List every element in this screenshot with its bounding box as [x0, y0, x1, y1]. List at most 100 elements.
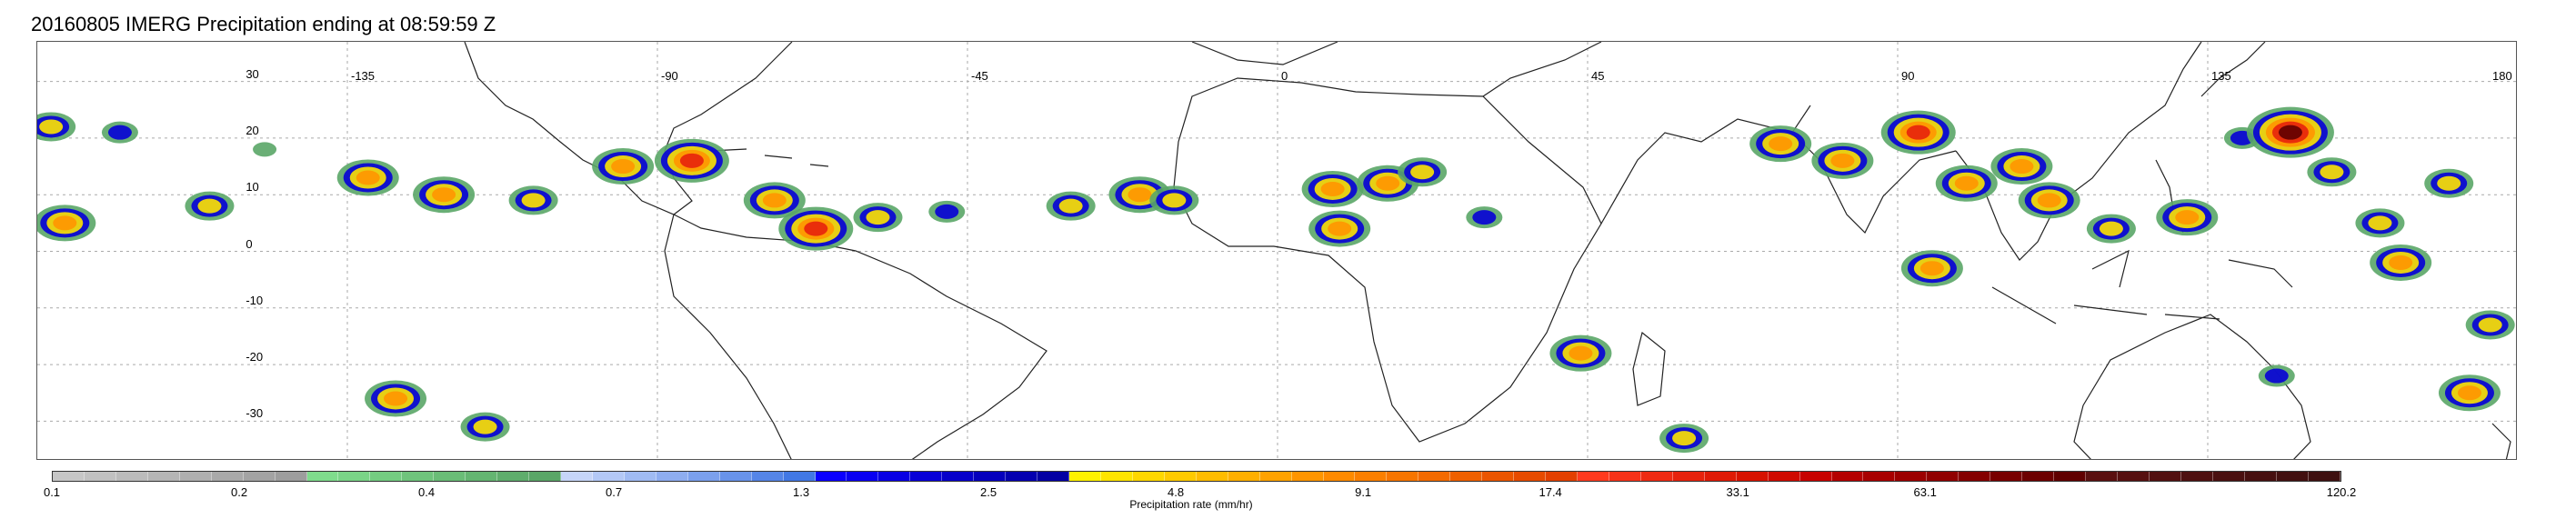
- lon-tick-label: 45: [1591, 69, 1605, 83]
- precip-contour: [384, 391, 408, 406]
- colorbar-segment: [1450, 472, 1483, 481]
- precip-cell: [1301, 170, 1364, 207]
- precip-cell: [743, 182, 806, 219]
- lat-tick-label: 30: [246, 66, 259, 81]
- precip-contour: [1769, 136, 1793, 152]
- colorbar-segment: [687, 472, 720, 481]
- precip-contour: [2175, 210, 2200, 225]
- precip-cell: [37, 205, 96, 242]
- colorbar-segment: [1259, 472, 1292, 481]
- colorbar-segment: [179, 472, 212, 481]
- precip-contour: [2264, 368, 2289, 384]
- precip-cell: [2307, 157, 2357, 187]
- precipitation-map[interactable]: -135 -90 -45 0 45 90 135 180 30 20 10 0 -10 -20 -30: [36, 41, 2517, 460]
- precip-contour: [2320, 165, 2344, 180]
- colorbar-segment: [2086, 472, 2118, 481]
- colorbar-segment: [1514, 472, 1547, 481]
- precip-contour: [1320, 181, 1345, 196]
- colorbar-segment: [1831, 472, 1864, 481]
- colorbar-segment: [592, 472, 625, 481]
- precip-cell: [1149, 185, 1199, 215]
- precip-cell: [1935, 165, 1998, 202]
- colorbar-segment: [147, 472, 180, 481]
- precip-cell: [2086, 214, 2136, 244]
- precip-cell: [2424, 168, 2474, 198]
- colorbar-segment: [1768, 472, 1800, 481]
- colorbar-segment: [878, 472, 911, 481]
- lon-tick-label: 135: [2211, 69, 2231, 83]
- precip-cell: [460, 412, 510, 442]
- colorbar-segment: [847, 472, 879, 481]
- colorbar: [52, 471, 2341, 482]
- colorbar-segment: [2117, 472, 2150, 481]
- precip-contour: [1328, 221, 1352, 236]
- precip-contour: [253, 142, 277, 157]
- colorbar-tick-label: 9.1: [1355, 485, 1372, 499]
- precip-cell: [778, 206, 854, 251]
- colorbar-tick-label: 0.7: [606, 485, 623, 499]
- colorbar-segment: [402, 472, 435, 481]
- colorbar-segment: [2180, 472, 2213, 481]
- precip-contour: [53, 215, 77, 231]
- colorbar-segment: [942, 472, 975, 481]
- lat-tick-label: -20: [246, 350, 264, 364]
- precip-contour: [197, 198, 222, 214]
- precip-cell: [592, 148, 655, 185]
- colorbar-tick-label: 120.2: [2326, 485, 2357, 499]
- colorbar-segment: [2244, 472, 2277, 481]
- colorbar-segment: [1704, 472, 1737, 481]
- precip-contour: [1376, 175, 1400, 191]
- colorbar-segment: [370, 472, 403, 481]
- colorbar-segment: [1132, 472, 1165, 481]
- colorbar-tick-label: 4.8: [1168, 485, 1185, 499]
- precip-cell: [1046, 191, 1096, 221]
- colorbar-segment: [84, 472, 116, 481]
- australia-coast: [2073, 314, 2311, 459]
- colorbar-segment: [1037, 472, 1069, 481]
- lat-tick-label: 10: [246, 180, 259, 195]
- colorbar-segment: [2054, 472, 2086, 481]
- precip-contour: [1410, 165, 1435, 180]
- precip-contour: [2457, 385, 2481, 401]
- colorbar-segment: [275, 472, 307, 481]
- colorbar-segment: [910, 472, 943, 481]
- map-title: 20160805 IMERG Precipitation ending at 0…: [31, 13, 496, 35]
- precip-contour: [2010, 159, 2034, 175]
- colorbar-segment: [1578, 472, 1609, 481]
- indonesia-islands: [1991, 249, 2293, 324]
- colorbar-tick-label: 2.5: [980, 485, 997, 499]
- nz-coast: [2491, 423, 2511, 459]
- lat-tick-label: -10: [246, 293, 264, 307]
- madagascar-coast: [1632, 331, 1666, 406]
- precip-cell: [1549, 334, 1612, 372]
- colorbar-segment: [1895, 472, 1928, 481]
- precip-cell: [1900, 250, 1963, 287]
- precip-cell: [2246, 106, 2334, 158]
- precip-cell: [1398, 157, 1448, 187]
- precipitation-cells: [37, 106, 2515, 454]
- precip-cell: [1466, 206, 1503, 229]
- precip-contour: [2478, 317, 2502, 333]
- colorbar-segment: [1196, 472, 1228, 481]
- precip-cell: [508, 185, 558, 215]
- precip-contour: [2368, 215, 2392, 231]
- precip-contour: [2437, 175, 2461, 191]
- colorbar-segment: [1291, 472, 1324, 481]
- colorbar-tick-label: 1.3: [793, 485, 810, 499]
- colorbar-segment: [115, 472, 148, 481]
- colorbar-segment: [1100, 472, 1133, 481]
- colorbar-segment: [1640, 472, 1673, 481]
- colorbar-segment: [243, 472, 276, 481]
- precip-cell: [853, 203, 903, 233]
- colorbar-segment: [1069, 472, 1101, 481]
- colorbar-segment: [1927, 472, 1960, 481]
- colorbar-tick-label: 63.1: [1913, 485, 1937, 499]
- lat-tick-label: 20: [246, 123, 259, 137]
- colorbar-tick-label: 33.1: [1726, 485, 1749, 499]
- precip-contour: [1569, 345, 1593, 361]
- colorbar-segment: [306, 472, 339, 481]
- colorbar-tick-label: 0.1: [43, 485, 61, 499]
- colorbar-segment: [2212, 472, 2245, 481]
- colorbar-tick-label: 0.2: [230, 485, 248, 499]
- colorbar-segment: [815, 472, 847, 481]
